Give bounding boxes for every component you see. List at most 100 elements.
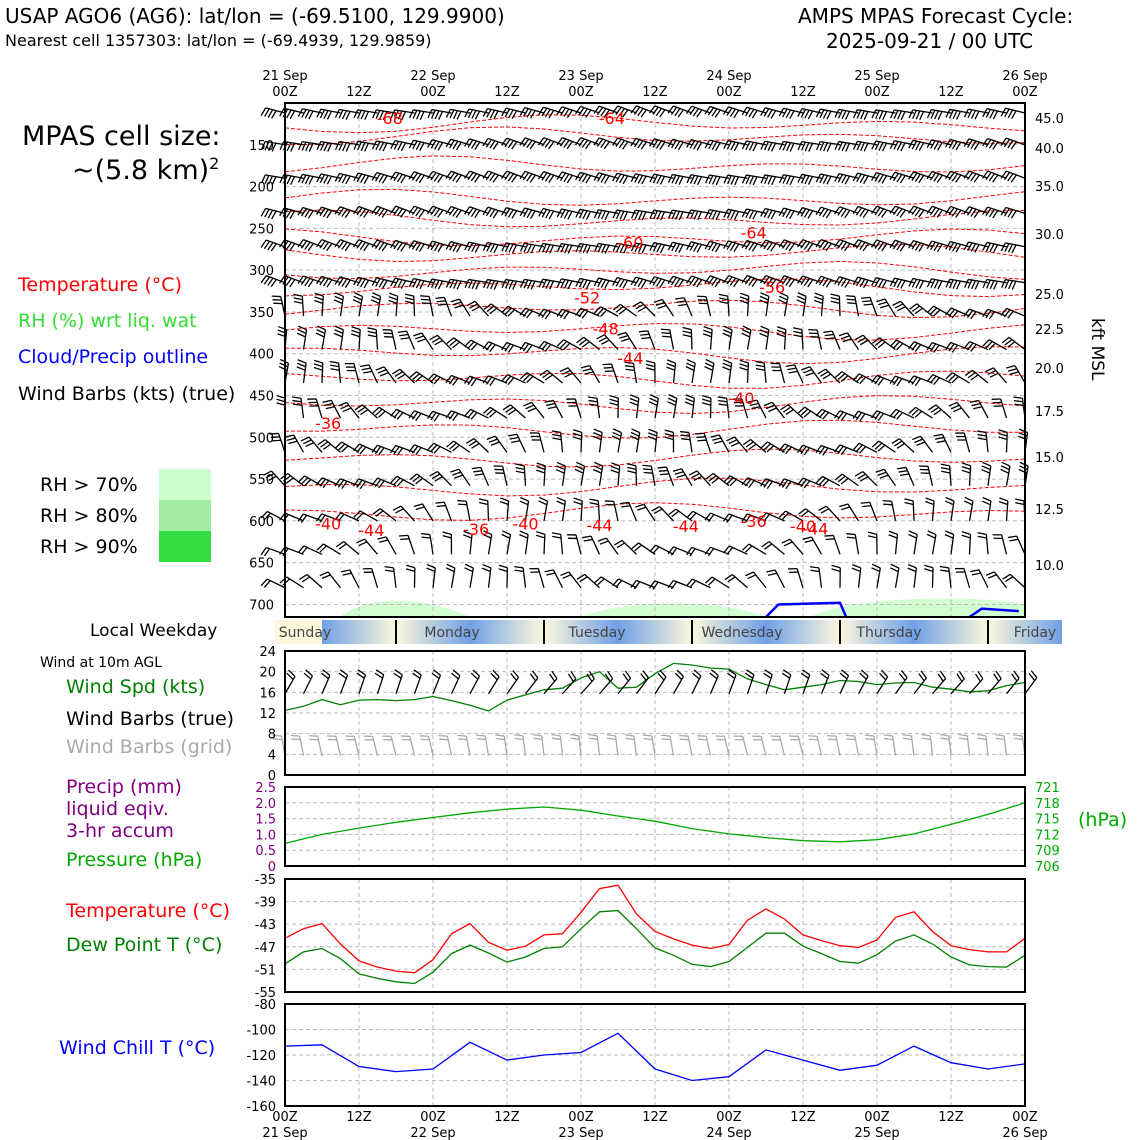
temperature-contour — [284, 278, 1026, 298]
wind-barb — [830, 293, 841, 317]
wind-barb — [818, 505, 841, 522]
wind-barb — [945, 278, 970, 290]
temperature-label: -36 — [741, 512, 767, 531]
wind-barb — [482, 278, 508, 290]
wind-barb — [741, 140, 767, 152]
bottom-date-label: 24 Sep — [706, 1126, 751, 1140]
temp-panel-tick: -47 — [255, 941, 276, 956]
windchill-panel-label: Wind Chill T (°C) — [59, 1037, 216, 1059]
wind-barb — [852, 109, 878, 120]
temperature-contour — [284, 395, 1026, 415]
wind-barb — [445, 278, 471, 290]
wind-barb — [316, 206, 341, 219]
wind-barb — [481, 563, 492, 588]
top-date-label: 25 Sep — [854, 69, 899, 84]
wind-barb — [717, 396, 730, 419]
wind-barb — [316, 173, 341, 185]
wind-barb — [593, 137, 619, 150]
wind-barb — [556, 106, 582, 119]
grid-wind-barb — [476, 734, 490, 756]
height-tick-label: 12.5 — [1035, 503, 1064, 518]
top-date-label: 22 Sep — [410, 69, 455, 84]
temperature-label: -48 — [593, 320, 619, 339]
wind-barb — [450, 298, 471, 317]
wind-barb — [760, 478, 785, 489]
wind-barb — [382, 329, 397, 350]
temperature-contour — [284, 114, 1026, 134]
wind-barb — [390, 205, 415, 218]
wind-barb — [871, 563, 881, 588]
wind-barb — [834, 140, 859, 152]
precip-panel-frame — [284, 786, 1026, 867]
wind-barb — [718, 293, 730, 317]
wind-barb — [684, 394, 696, 419]
wind-barb — [299, 573, 323, 589]
wind-barb — [551, 430, 564, 453]
wind-barb — [642, 464, 656, 486]
surface-wind-barb — [356, 669, 367, 694]
wind-barb — [632, 301, 656, 317]
wind-barb — [682, 326, 693, 350]
weekday-name: Monday — [424, 625, 479, 641]
wind-barb — [889, 563, 900, 588]
wind-speed-line — [284, 662, 1026, 712]
wind-barb — [963, 278, 989, 290]
surface-wind-barb — [374, 669, 385, 694]
wind-barb — [780, 404, 804, 419]
grid-wind-barb — [513, 734, 527, 756]
wind-barb — [704, 546, 730, 557]
wind-barb — [963, 241, 989, 253]
wind-barb — [846, 533, 860, 555]
wind-barb — [945, 170, 970, 183]
temp-panel-tick: -51 — [255, 963, 276, 978]
wind-barb — [575, 242, 600, 254]
wind-barb — [1000, 242, 1026, 254]
wind-barb — [316, 543, 341, 555]
surface-wind-barb — [709, 669, 719, 695]
wind-barb — [945, 307, 970, 319]
wind-barb — [322, 399, 342, 419]
wind-barb — [955, 432, 971, 453]
wind-barb — [296, 359, 307, 384]
pressure-tick-label: 700 — [249, 598, 274, 613]
wind-barb — [413, 332, 434, 350]
wind-barb — [316, 477, 341, 489]
wind-barb — [851, 563, 862, 588]
wind-barb — [688, 470, 711, 487]
top-hour-label: 12Z — [642, 85, 668, 100]
surface-wind-barb — [969, 670, 984, 695]
wind-barb — [741, 239, 767, 252]
wind-barb — [390, 408, 415, 420]
surface-wind-barb — [469, 669, 481, 695]
wind-barb — [834, 473, 859, 487]
wind-barb — [593, 209, 619, 221]
wind-barb — [1018, 461, 1029, 486]
temp-panel-frame — [284, 878, 1026, 993]
wind-barb — [353, 478, 378, 490]
wind-barb — [747, 399, 767, 419]
wind-barb — [501, 170, 526, 183]
wind-barb — [445, 138, 471, 151]
wind-barb — [556, 339, 582, 351]
wind-barb — [809, 566, 823, 588]
wind-title: Wind at 10m AGL — [40, 655, 163, 671]
grid-wind-barb — [958, 733, 971, 756]
wind-barb — [353, 205, 378, 218]
windchill-line — [284, 1032, 1026, 1082]
wind-barb — [926, 374, 952, 386]
temperature-contour — [284, 188, 1026, 206]
pressure-right-tick: 706 — [1035, 860, 1060, 875]
wind-barb — [375, 366, 397, 384]
wind-barbs-true-label: Wind Barbs (true) — [66, 708, 235, 730]
precip-panel-tick: 2.5 — [255, 781, 276, 796]
grid-wind-barb — [939, 733, 952, 756]
wind-barb — [519, 372, 545, 384]
wind-barb — [649, 242, 674, 254]
wind-barb — [538, 496, 549, 521]
wind-barb — [409, 371, 434, 384]
wind-barb — [998, 497, 1009, 521]
wind-barb — [576, 336, 600, 351]
wind-barb — [538, 137, 563, 150]
wind-barb — [360, 364, 379, 384]
wind-barb — [630, 105, 656, 118]
